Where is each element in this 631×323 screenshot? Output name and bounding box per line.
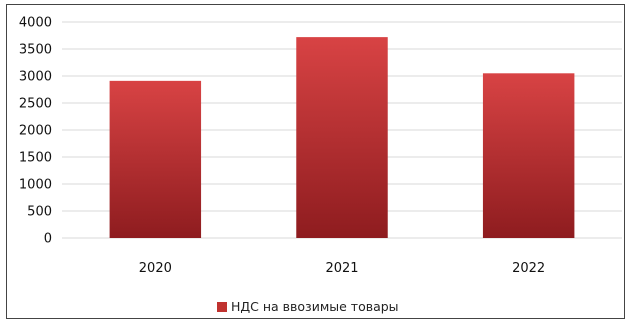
y-tick-label: 1000 xyxy=(19,178,52,193)
bars xyxy=(109,37,575,239)
x-tick-label: 2021 xyxy=(325,261,358,276)
y-tick-label: 2500 xyxy=(19,97,52,112)
y-tick-label: 0 xyxy=(44,232,52,247)
bar-2021 xyxy=(296,37,388,239)
y-tick-label: 3500 xyxy=(19,43,52,58)
legend: НДС на ввозимые товары xyxy=(217,299,399,314)
y-tick-label: 3000 xyxy=(19,70,52,85)
x-axis-ticks: 2020 2021 2022 xyxy=(139,261,545,276)
x-tick-label: 2020 xyxy=(139,261,172,276)
bar-2022 xyxy=(482,73,575,238)
legend-label: НДС на ввозимые товары xyxy=(231,299,399,314)
y-axis-ticks: 0 500 1000 1500 2000 2500 3000 3500 4000 xyxy=(19,16,52,247)
y-tick-label: 500 xyxy=(27,205,52,220)
y-tick-label: 4000 xyxy=(19,16,52,31)
y-tick-label: 1500 xyxy=(19,151,52,166)
y-tick-label: 2000 xyxy=(19,124,52,139)
bar-2020 xyxy=(109,80,202,238)
x-tick-label: 2022 xyxy=(512,261,545,276)
legend-swatch xyxy=(217,302,227,312)
